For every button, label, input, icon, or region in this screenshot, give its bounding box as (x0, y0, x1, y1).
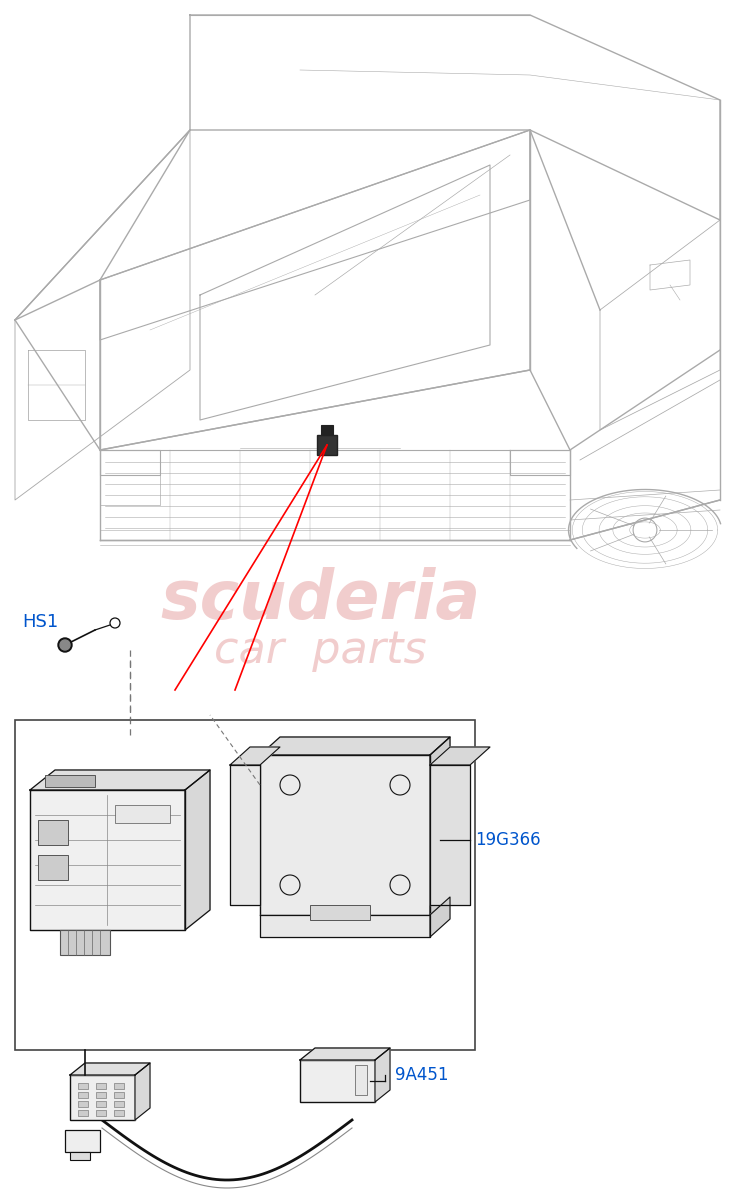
Bar (114, 1082, 124, 1090)
Bar (38, 820, 68, 845)
Polygon shape (430, 766, 470, 905)
Circle shape (60, 640, 70, 650)
Bar (114, 1110, 124, 1116)
Polygon shape (230, 766, 260, 905)
Bar (96, 1092, 106, 1098)
Bar (96, 1082, 106, 1090)
Text: scuderia: scuderia (160, 566, 480, 634)
Text: 19G366: 19G366 (475, 830, 541, 850)
Polygon shape (230, 746, 280, 766)
Bar (78, 1102, 88, 1106)
Bar (15, 720, 475, 1050)
Polygon shape (185, 770, 210, 930)
Bar (114, 1092, 124, 1098)
Polygon shape (260, 755, 430, 914)
Text: HS1: HS1 (22, 613, 58, 631)
Bar (78, 1092, 88, 1098)
Bar (70, 1152, 90, 1160)
Bar (78, 1082, 88, 1090)
Bar (321, 425, 333, 434)
Bar (78, 1110, 88, 1116)
Polygon shape (430, 737, 450, 914)
Bar (115, 805, 170, 823)
Polygon shape (70, 1063, 150, 1075)
Text: 9A451: 9A451 (395, 1066, 449, 1084)
Bar (114, 1102, 124, 1106)
Bar (317, 434, 337, 455)
Bar (355, 1066, 367, 1094)
Text: car  parts: car parts (213, 629, 426, 672)
Polygon shape (430, 898, 450, 937)
Bar (70, 1075, 135, 1120)
Polygon shape (260, 737, 450, 755)
Polygon shape (375, 1048, 390, 1102)
Polygon shape (430, 746, 490, 766)
Bar (45, 775, 95, 787)
Polygon shape (135, 1063, 150, 1120)
Bar (38, 854, 68, 880)
Polygon shape (300, 1048, 390, 1060)
Bar (96, 1110, 106, 1116)
Bar (310, 905, 370, 920)
Bar (96, 1102, 106, 1106)
Bar (300, 1060, 375, 1102)
Circle shape (58, 638, 72, 652)
Polygon shape (30, 790, 185, 930)
Polygon shape (260, 914, 430, 937)
Bar (65, 1130, 100, 1152)
Bar (60, 930, 110, 955)
Polygon shape (30, 770, 210, 790)
